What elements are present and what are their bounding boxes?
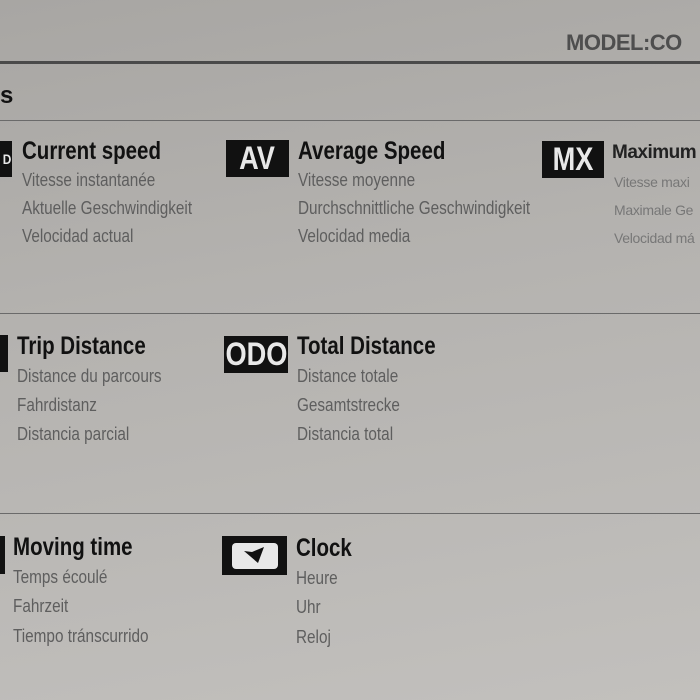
divider xyxy=(0,120,700,121)
current-speed-icon: D xyxy=(0,141,12,177)
model-label: MODEL:CO xyxy=(566,30,682,55)
divider xyxy=(0,513,700,514)
average-speed-icon: AV xyxy=(226,140,289,177)
moving-time-icon xyxy=(0,536,5,574)
translation-fr: Distance totale xyxy=(297,366,399,386)
translation-de: Fahrzeit xyxy=(13,596,69,616)
translation-es: Tiempo tránscurrido xyxy=(13,626,149,646)
translation-es: Distancia total xyxy=(297,424,394,444)
translation-fr: Temps écoulé xyxy=(13,567,108,587)
translation-de: Durchschnittliche Geschwindigkeit xyxy=(298,198,531,218)
translation-es: Reloj xyxy=(296,627,331,647)
odometer-icon: ODO xyxy=(224,336,288,373)
translation-de: Fahrdistanz xyxy=(17,395,97,415)
function-title: Clock xyxy=(296,534,352,562)
clock-icon xyxy=(222,536,287,575)
translation-de: Uhr xyxy=(296,597,321,617)
translation-fr: Vitesse instantanée xyxy=(22,170,156,190)
translation-es: Velocidad actual xyxy=(22,226,134,246)
trip-distance-icon xyxy=(0,335,8,372)
translation-es: Velocidad media xyxy=(298,226,411,246)
translation-fr: Vitesse maxi xyxy=(614,174,690,190)
function-title: Total Distance xyxy=(297,332,436,360)
header-divider xyxy=(0,61,700,64)
function-title: Average Speed xyxy=(298,137,446,165)
function-title: Moving time xyxy=(13,533,133,561)
translation-fr: Heure xyxy=(296,568,338,588)
translation-de: Maximale Ge xyxy=(614,202,694,218)
translation-es: Distancia parcial xyxy=(17,424,130,444)
translation-es: Velocidad má xyxy=(614,230,695,246)
translation-fr: Vitesse moyenne xyxy=(298,170,416,190)
function-title: Current speed xyxy=(22,137,161,165)
function-title: Trip Distance xyxy=(17,332,146,360)
maximum-speed-icon: MX xyxy=(542,141,604,178)
divider xyxy=(0,313,700,314)
translation-de: Gesamtstrecke xyxy=(297,395,400,415)
function-title: Maximum xyxy=(612,142,697,163)
translation-de: Aktuelle Geschwindigkeit xyxy=(22,198,193,218)
translation-fr: Distance du parcours xyxy=(17,366,162,386)
section-title: s xyxy=(0,82,14,109)
